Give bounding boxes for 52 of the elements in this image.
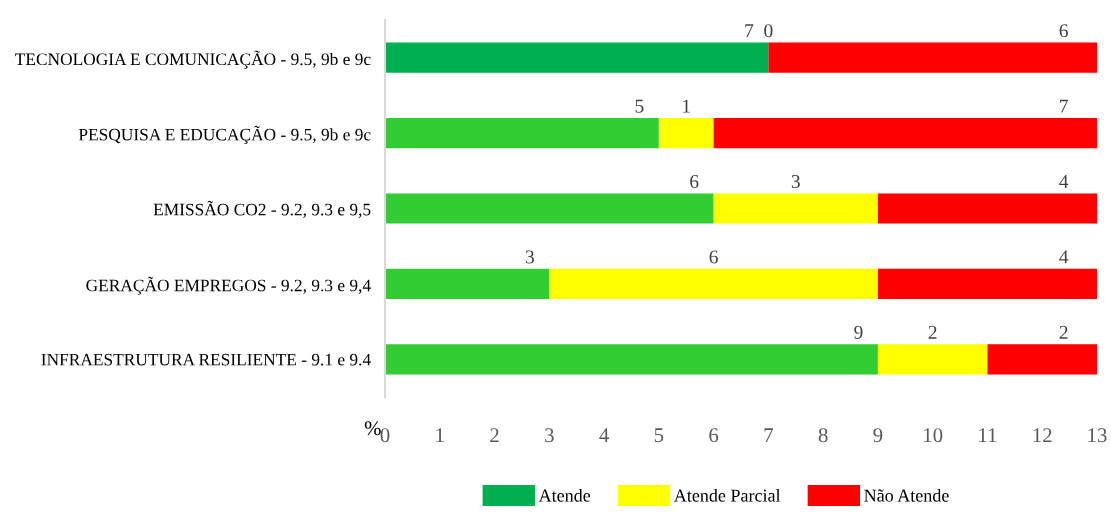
bar [987,344,1097,375]
data-label: 4 [1059,175,1069,188]
x-tick-label: 2 [490,428,499,443]
x-tick-label: 0 [380,428,390,443]
data-label: 5 [635,99,644,113]
x-tick-label: 11 [979,428,997,443]
x-tick-label: 7 [764,428,773,443]
data-label: 9 [854,325,863,339]
data-label: 4 [1059,250,1069,264]
data-label: 2 [928,325,937,339]
data-label: 7 [745,24,754,38]
x-axis-title: % [364,421,381,436]
y-tick-label: TECNOLOGIA E COMUNICAÇÃO - 9.5, 9b e 9c [15,50,371,69]
data-label: 3 [791,175,800,189]
x-tick-label: 13 [1088,428,1107,443]
x-tick-label: 6 [709,428,719,443]
y-tick-label: EMISSÃO CO2 - 9.2, 9.3 e 9,5 [153,200,371,218]
x-tick-label: 9 [873,428,883,443]
legend-label: Atende [538,488,591,502]
legend-label: Não Atende [864,488,949,502]
x-tick-label: 8 [818,428,828,443]
bar [877,193,1097,224]
annotation: 0 [764,24,773,38]
x-tick-label: 5 [654,428,664,443]
bar [385,118,659,149]
bar [713,118,1097,149]
data-label: 1 [683,99,690,113]
data-label: 6 [709,250,718,264]
x-tick-label: 12 [1033,428,1052,443]
bar [877,268,1097,299]
legend-label: Atende Parcial [673,488,781,502]
data-label: 6 [690,175,699,189]
data-label: 2 [1059,325,1068,339]
bar [877,344,988,375]
bar [713,193,878,224]
x-tick-label: 3 [545,428,554,443]
y-tick-label: PESQUISA E EDUCAÇÃO - 9.5, 9b e 9c [78,125,371,145]
bar [549,268,878,299]
data-label: 6 [1059,24,1068,38]
y-tick-label: GERAÇÃO EMPREGOS - 9.2, 9.3 e 9,4 [86,276,371,295]
data-label: 3 [525,250,534,264]
x-tick-label: 10 [924,428,943,443]
bar [385,268,550,299]
bar [385,344,878,375]
bar [385,193,714,224]
bar [385,42,769,73]
bar [768,42,1097,73]
data-label: 7 [1060,99,1068,113]
x-tick-label: 1 [436,428,444,443]
y-tick-label: INFRAESTRUTURA RESILIENTE - 9.1 e 9.4 [41,353,371,366]
bar [658,118,714,149]
x-tick-label: 4 [599,428,609,443]
